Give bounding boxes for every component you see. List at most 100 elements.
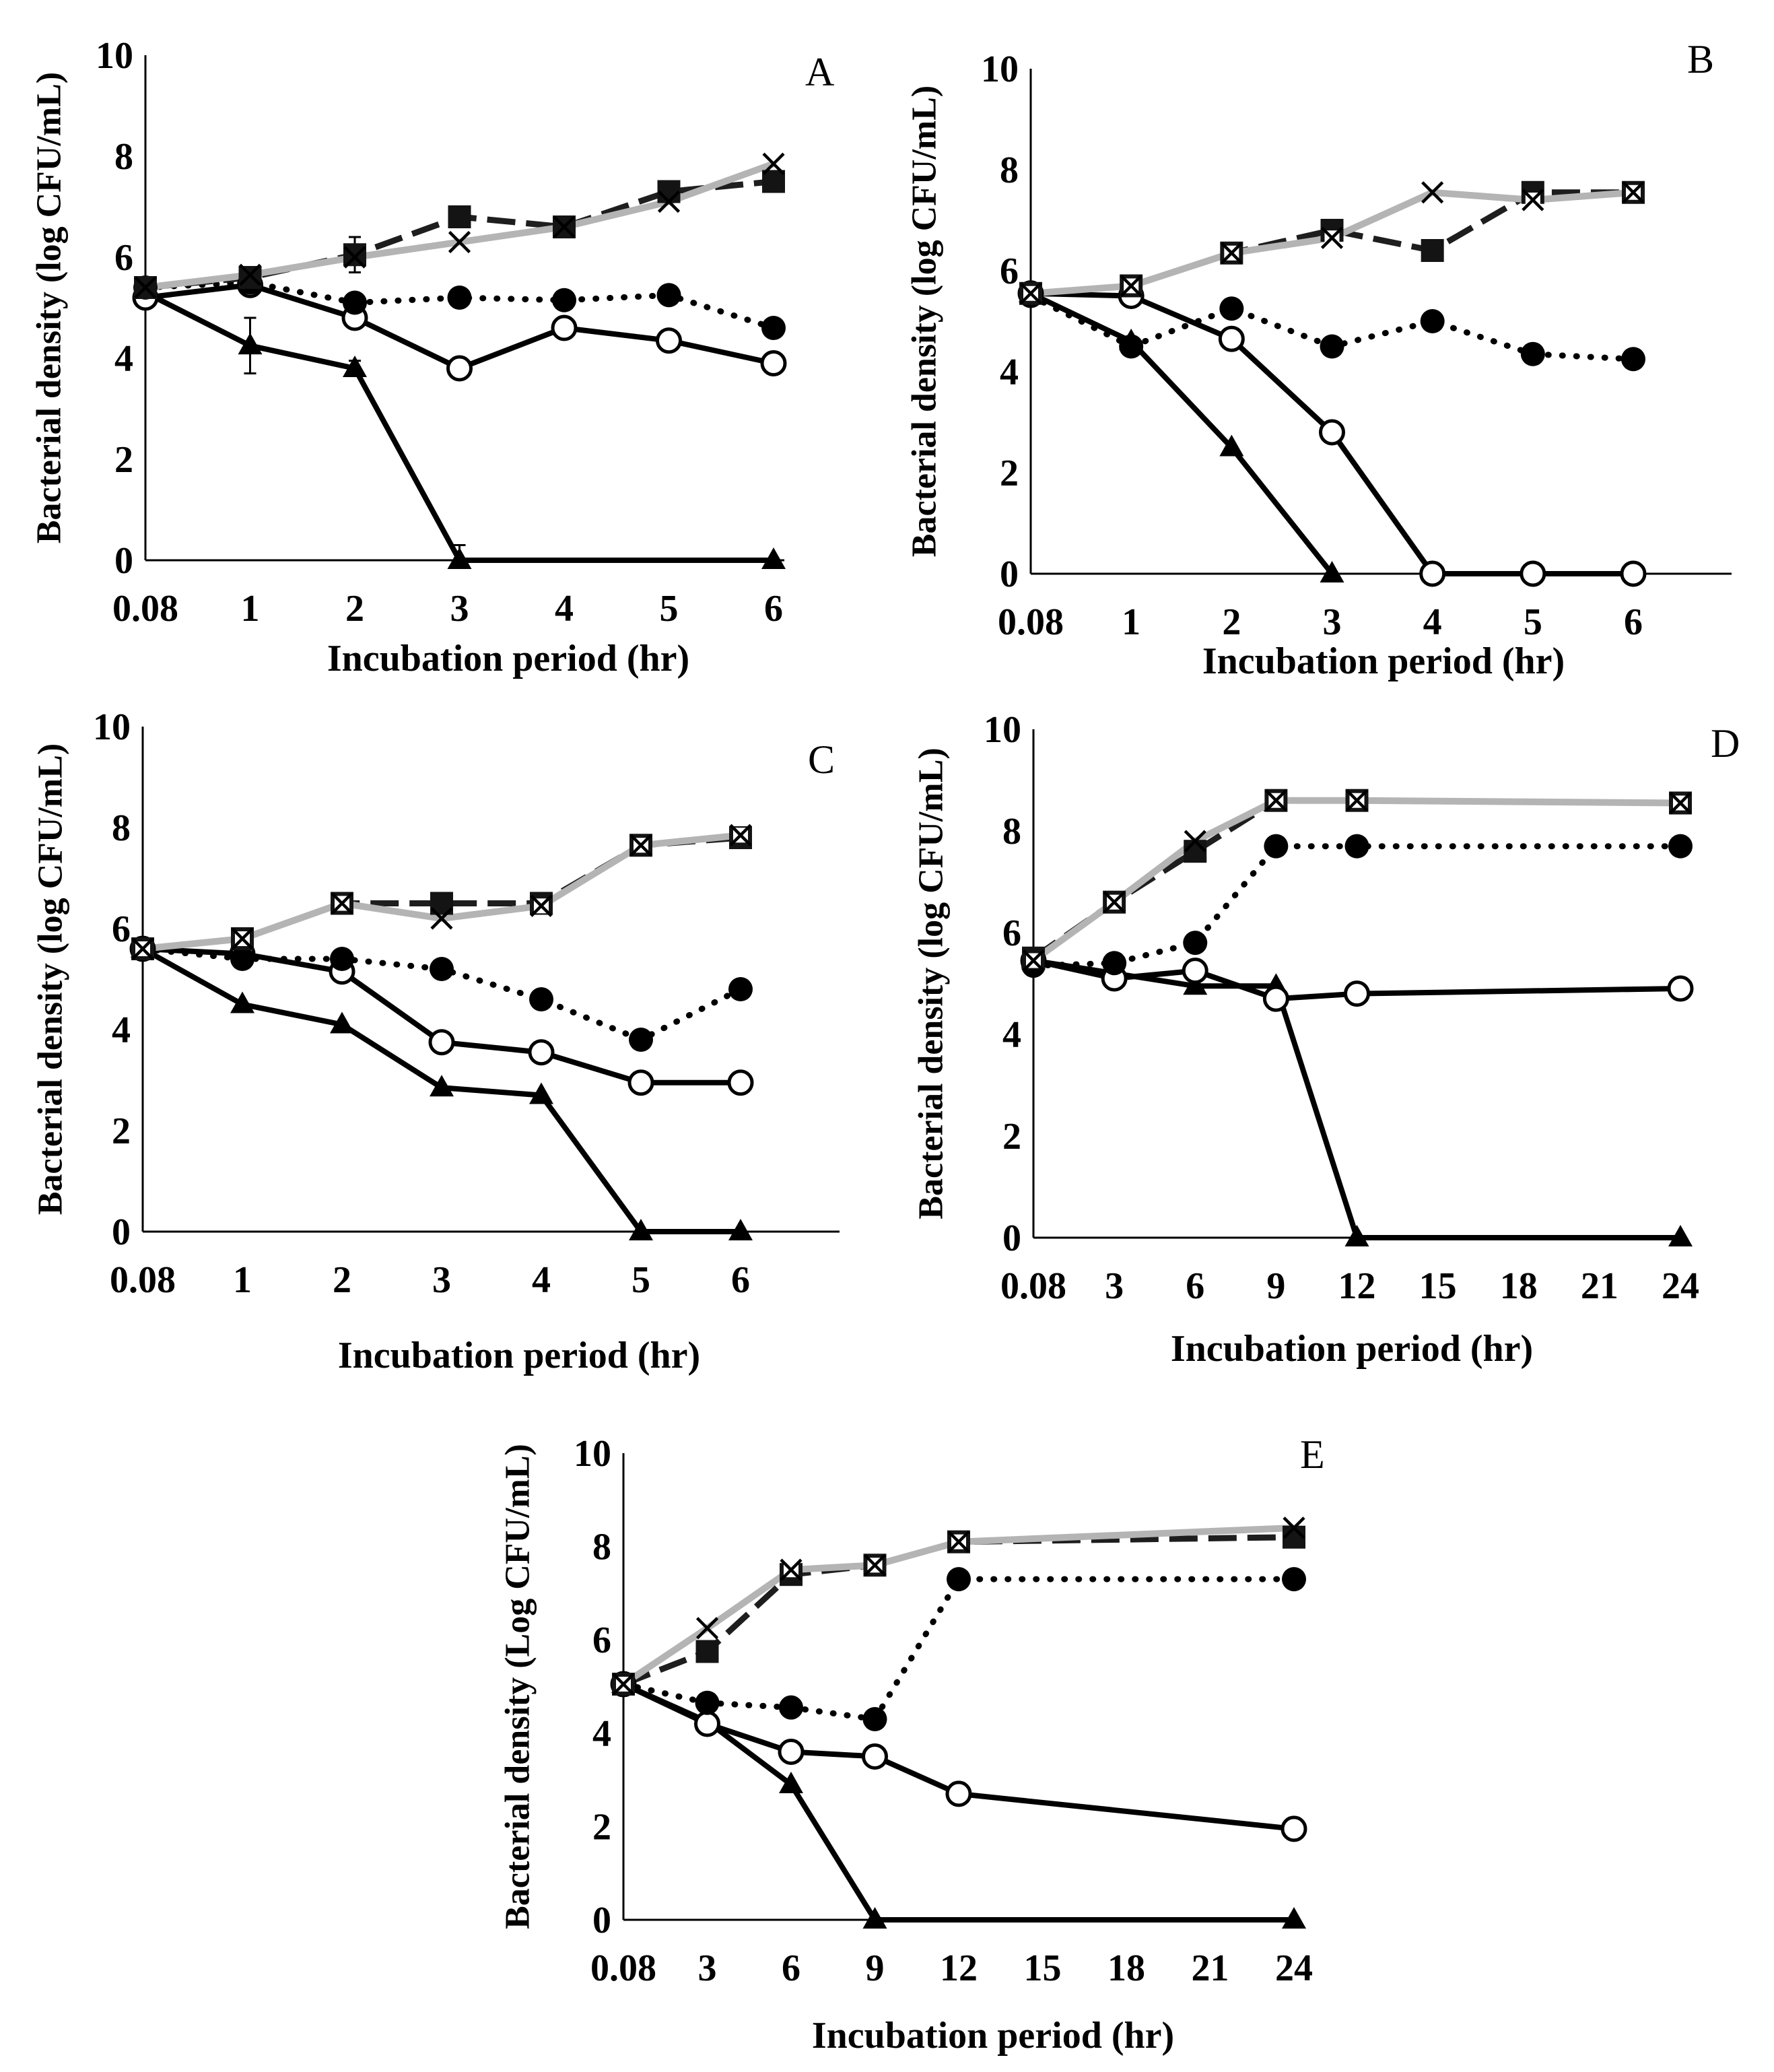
point-cross-9 [863,1553,887,1576]
x-tick-label: 5 [660,588,679,630]
x-tick-label: 5 [632,1259,650,1301]
point-filled-square-4 [1421,239,1444,262]
point-open-circle-24 [1667,975,1694,1002]
panel-letter: A [805,50,834,94]
point-open-circle-4 [1419,560,1446,587]
panel-letter: C [808,737,835,782]
series-line-cross [1031,797,1681,964]
point-filled-circle-4 [1420,309,1445,333]
point-filled-circle-5 [1520,341,1545,366]
y-tick-label: 2 [1000,453,1019,494]
x-tick-label: 6 [731,1259,750,1301]
point-filled-triangle-3 [447,547,472,569]
point-filled-circle-24 [1668,834,1693,859]
y-tick-label: 8 [1000,149,1019,191]
point-filled-triangle-6 [761,547,786,569]
point-filled-circle-6 [1183,931,1208,956]
y-tick-label: 6 [1000,250,1019,292]
series-line-filled-circle [620,1576,1297,1723]
y-tick-label: 0 [592,1900,611,1941]
point-cross-4 [530,894,553,917]
point-cross-1 [231,927,254,950]
x-tick-label: 12 [940,1947,978,1989]
point-filled-triangle-2 [343,356,367,377]
panel-letter: B [1687,37,1714,81]
point-open-circle-9 [862,1743,888,1770]
point-filled-triangle-24 [1282,1907,1306,1929]
y-axis-title: Bacterial density (log CFU/mL) [32,743,70,1215]
x-tick-label: 0.08 [998,601,1064,643]
point-cross-5 [629,834,652,857]
x-tick-label: 2 [345,588,364,630]
y-tick-label: 4 [114,338,133,380]
y-tick-label: 0 [1000,554,1019,595]
point-open-circle-6 [778,1739,805,1766]
point-open-circle-5 [627,1069,654,1096]
point-filled-circle-4 [529,987,553,1011]
x-axis-title: Incubation period (hr) [1202,640,1565,682]
x-tick-label: 4 [555,588,574,630]
point-cross-5 [1522,189,1544,211]
point-filled-circle-6 [779,1695,803,1720]
point-filled-triangle-9 [862,1907,887,1929]
x-tick-label: 6 [1624,601,1643,643]
y-tick-label: 10 [984,709,1021,751]
x-axis-title: Incubation period (hr) [327,638,689,679]
x-axis-title: Incubation period (hr) [338,1335,700,1376]
series-lines [1030,797,1684,1240]
panel-a: 0 2 4 6 8 10 0.08 1 2 3 4 5 6 Incubation period (hr) B… [30,35,835,679]
y-tick-label: 10 [574,1433,611,1475]
point-filled-triangle-6 [779,1772,803,1794]
x-tick-label: 6 [764,588,783,630]
point-cross-1 [1120,274,1142,298]
point-cross-12 [1345,789,1369,812]
series-line-filled-circle [1030,843,1684,969]
point-filled-circle-3 [1102,951,1127,976]
point-filled-triangle-24 [1668,1225,1693,1246]
point-cross-12 [947,1531,970,1553]
point-cross-6 [762,152,785,175]
y-tick-label: 2 [114,439,133,481]
y-tick-label: 8 [114,136,133,178]
x-tick-label: 18 [1107,1947,1145,1989]
y-tick-label: 6 [112,908,131,950]
point-filled-circle-9 [862,1707,887,1732]
y-tick-label: 4 [112,1009,131,1051]
x-tick-label: 9 [866,1947,885,1989]
series-markers [132,152,787,569]
point-filled-circle-6 [761,316,786,340]
x-tick-label: 0.08 [590,1947,656,1989]
x-tick-label: 4 [1423,601,1442,643]
x-tick-label: 1 [233,1259,252,1301]
x-tick-label: 3 [1323,601,1342,643]
point-open-circle-12 [1344,980,1370,1007]
point-filled-circle-5 [656,283,681,308]
point-cross-5 [657,190,681,213]
point-filled-circle-6 [1621,347,1645,372]
y-tick-label: 8 [112,807,131,849]
point-filled-square-5 [657,180,681,203]
y-tick-label: 10 [93,706,131,748]
series-line-open-circle [622,1681,1295,1832]
y-axis-title: Bacterial density (Log CFU/mL) [499,1444,537,1929]
y-axis-title: Bacterial density (log CFU/mL) [30,72,69,543]
x-tick-label: 12 [1338,1265,1376,1307]
point-cross-6 [1622,181,1645,204]
x-tick-label: 15 [1024,1947,1062,1989]
point-open-circle-4 [528,1039,555,1066]
x-tick-label: 0.08 [110,1259,176,1301]
point-filled-triangle-6 [1183,973,1208,995]
point-cross-4 [1421,181,1444,204]
point-cross-1 [238,263,262,286]
point-open-circle-3 [694,1710,720,1737]
x-tick-label: 1 [1122,601,1140,643]
point-open-circle-6 [727,1069,754,1096]
series-line-filled-triangle [1029,291,1334,576]
x-axis-title: Incubation period (hr) [1171,1328,1533,1370]
point-cross-0.08 [134,276,157,299]
panel-letter: D [1711,721,1740,766]
point-filled-circle-2 [343,290,367,315]
point-cross-6 [780,1558,803,1581]
